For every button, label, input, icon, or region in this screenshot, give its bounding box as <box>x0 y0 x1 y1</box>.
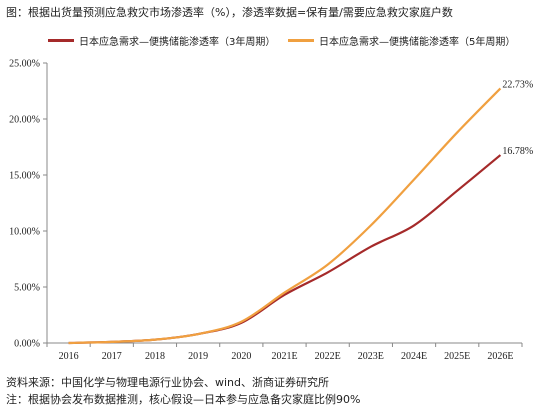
legend-item-5yr: 日本应急需求—便携储能渗透率（5年周期） <box>288 33 515 48</box>
series-line-3yr <box>68 154 502 345</box>
legend-swatch-5yr <box>288 39 314 42</box>
x-tick-label: 2025E <box>444 351 470 362</box>
x-tick-label: 2022E <box>315 351 341 362</box>
y-tick-label: 20.00% <box>9 115 40 126</box>
y-tick-label: 0.00% <box>14 339 40 350</box>
x-tick-label: 2018 <box>145 351 165 362</box>
x-tick-label: 2026E <box>487 351 513 362</box>
chart-title: 图：根据出货量预测应急救灾市场渗透率（%），渗透率数据=保有量/需要应急救灾家庭… <box>6 6 453 19</box>
x-tick-label: 2020 <box>231 351 251 362</box>
y-tick-label: 5.00% <box>14 283 40 294</box>
series-line-5yr <box>68 87 502 345</box>
legend-item-3yr: 日本应急需求—便携储能渗透率（3年周期） <box>48 33 275 48</box>
x-tick-label: 2024E <box>401 351 427 362</box>
legend-swatch-3yr <box>48 39 74 42</box>
x-tick-label: 2023E <box>358 351 384 362</box>
y-tick-label: 25.00% <box>9 59 40 70</box>
end-label-3yr: 16.78% <box>502 146 533 157</box>
line-chart: 0.00% 5.00% 10.00% 15.00% 20.00% 25.00% 2016 20… <box>9 59 533 363</box>
legend-label-3yr: 日本应急需求—便携储能渗透率（3年周期） <box>79 37 276 48</box>
x-tick-label: 2019 <box>188 351 208 362</box>
source-note: 资料来源：中国化学与物理电源行业协会、wind、浙商证券研究所 <box>6 376 330 389</box>
legend-label-5yr: 日本应急需求—便携储能渗透率（5年周期） <box>319 37 516 48</box>
y-tick-label: 15.00% <box>9 171 40 182</box>
y-tick-label: 10.00% <box>9 227 40 238</box>
legend: 日本应急需求—便携储能渗透率（3年周期） 日本应急需求—便携储能渗透率（5年周期… <box>0 33 558 49</box>
assumption-note: 注：根据协会发布数据推测，核心假设—日本参与应急备灾家庭比例90% <box>6 393 361 406</box>
x-tick-label: 2016 <box>59 351 79 362</box>
x-tick-label: 2021E <box>271 351 297 362</box>
x-tick-label: 2017 <box>102 351 122 362</box>
end-label-5yr: 22.73% <box>502 79 533 90</box>
